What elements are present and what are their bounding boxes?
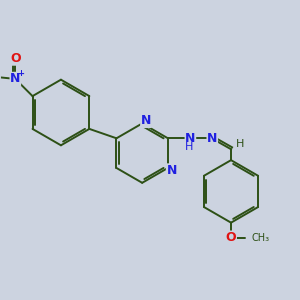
Text: H: H — [236, 139, 244, 148]
Text: CH₃: CH₃ — [252, 233, 270, 243]
Text: N: N — [141, 114, 151, 128]
Text: O: O — [226, 231, 236, 244]
Text: O: O — [10, 52, 21, 65]
Text: +: + — [17, 69, 25, 78]
Text: N: N — [10, 72, 20, 86]
Text: H: H — [184, 142, 193, 152]
Text: N: N — [207, 132, 217, 145]
Text: N: N — [185, 132, 196, 145]
Text: N: N — [167, 164, 177, 177]
